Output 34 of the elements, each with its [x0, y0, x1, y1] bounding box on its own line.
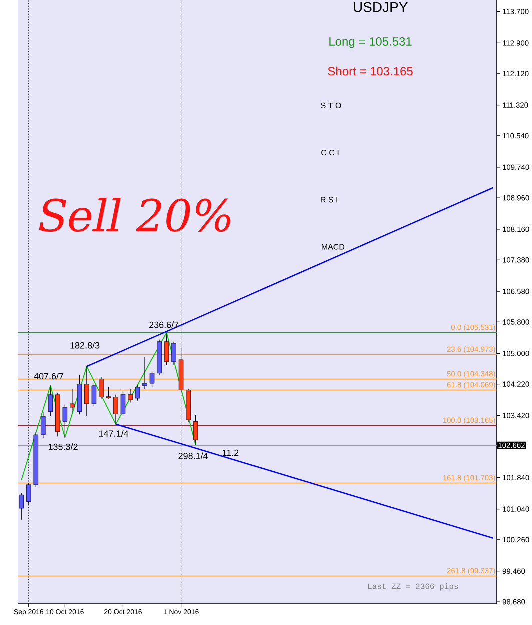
candlestick — [70, 389, 75, 413]
annotation: Short = 103.165 — [328, 66, 413, 76]
annotation: Long = 105.531 — [330, 37, 412, 48]
candlestick — [99, 376, 104, 400]
candlestick — [135, 384, 140, 402]
annotation: 147.1/4 — [99, 430, 129, 437]
candlestick — [48, 386, 54, 417]
annotation: 236.6/7 — [150, 322, 179, 328]
annotation: 135.3/2 — [48, 444, 78, 450]
annotation: 11.2 — [222, 450, 239, 456]
candlestick — [120, 390, 126, 417]
candlestick — [142, 356, 148, 390]
chart-title: USDJPY — [354, 2, 408, 12]
annotation: Last ZZ = 2366 pips — [368, 583, 458, 591]
candlestick — [106, 386, 112, 400]
annotation: Sell 20% — [39, 198, 230, 232]
annotation: 182.8/3 — [70, 342, 100, 349]
candlestick — [41, 412, 46, 438]
annotation: 298.1/4 — [178, 452, 208, 460]
annotation: MACD — [322, 244, 345, 250]
candlestick — [150, 371, 155, 388]
candlestick — [164, 332, 170, 366]
annotation: R S I — [321, 197, 338, 203]
annotation: S T O — [321, 102, 342, 109]
candlestick — [92, 382, 97, 408]
annotation: 407.6/7 — [34, 372, 64, 380]
candlestick — [19, 492, 24, 520]
candlestick — [172, 342, 176, 366]
candlestick — [193, 414, 198, 446]
candlestick — [62, 404, 68, 438]
candlestick — [84, 366, 90, 417]
annotation: C C I — [322, 150, 339, 156]
candlestick — [128, 388, 133, 404]
candlestick — [114, 394, 118, 425]
